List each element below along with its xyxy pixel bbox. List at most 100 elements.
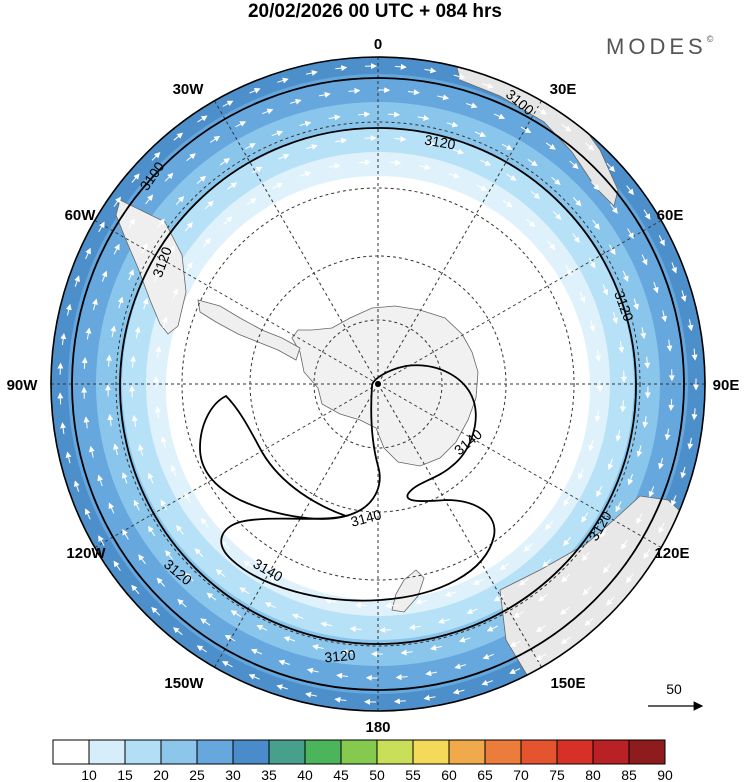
meridian-line [377,383,662,548]
wind-vector [595,349,602,362]
colorbar-tick-label: 50 [369,767,385,782]
wind-vector [612,312,618,324]
wind-vector [113,243,120,255]
colorbar-tick-label: 45 [333,767,349,782]
longitude-label: 120E [654,545,689,562]
wind-vector [530,190,541,199]
wind-vector [156,577,166,587]
wind-vector [249,87,261,94]
wind-vector [227,182,238,190]
wind-vector [107,414,114,426]
colorbar-swatch [556,739,594,765]
wind-vector [200,618,211,626]
reference-vector: 50 [648,681,704,711]
wind-vector [552,210,562,220]
wind-vector [572,233,580,244]
longitude-label: 90E [713,377,740,394]
wind-vector [652,281,659,294]
wind-vector [328,114,341,121]
wind-vector [167,245,175,256]
wind-vector [336,672,349,679]
wind-vector [419,164,431,170]
wind-vector [482,82,494,89]
wind-vector [452,688,465,695]
wind-vector [578,468,584,480]
wind-vector [106,354,112,367]
wind-vector [209,135,221,143]
wind-vector [615,429,622,442]
wind-vector [278,153,290,160]
wind-vector [535,625,547,633]
wind-vector [590,181,600,191]
colorbar-swatch [196,739,234,765]
wind-vector [606,596,615,606]
contour-label: 3120 [423,131,457,152]
wind-vector [220,540,230,550]
colorbar-swatch [520,739,558,765]
wind-vector [473,578,484,585]
wind-vector [65,303,72,316]
map-border [50,56,706,712]
wind-vector [219,158,231,166]
wind-vector [627,228,634,239]
wind-vector [535,653,547,661]
wind-vector [306,667,319,674]
wind-vector [196,645,207,653]
wind-vector [608,244,616,256]
wind-vector [538,593,549,602]
wind-vector [147,472,154,484]
wind-vector [680,466,687,479]
longitude-label: 0 [374,36,382,53]
wind-vector [502,199,513,208]
wind-vector [117,296,124,309]
colorbar-tick-label: 75 [549,767,565,782]
wind-vector [509,640,521,647]
wind-vector [354,602,367,609]
wind-vector [142,297,149,310]
wind-vector [113,443,119,456]
wind-vector [57,362,64,375]
wind-vector [108,502,115,514]
wind-vector [610,203,618,214]
wind-vector [248,674,260,680]
wind-vector [625,573,634,584]
wind-vector [417,114,430,121]
colorbar-swatch [628,739,666,765]
wind-vector [424,67,437,74]
colorbar-swatch [484,739,522,765]
wind-vector [589,320,596,332]
meridian-line [377,220,662,385]
brand-name: MODES [606,34,707,59]
wind-vector [658,235,665,247]
wind-vector [602,284,609,296]
wind-vector [687,437,694,450]
colorbar-tick-label: 60 [441,767,457,782]
wind-vector [680,290,687,302]
wind-vector [98,535,105,546]
new-zealand-landmass [391,569,425,613]
wind-vector [305,691,317,698]
wind-vector [177,599,187,608]
wind-vector [244,143,256,150]
meridian-line [214,383,379,668]
latitude-circle [115,121,641,647]
wind-vector [239,587,250,595]
wind-vector [446,121,459,128]
wind-vector [600,527,608,538]
wind-vector [518,578,529,586]
wind-vector [542,558,552,568]
wind-vector [627,473,634,486]
colorbar-tick-label: 85 [621,767,637,782]
wind-vector [113,196,121,207]
wind-vector [658,457,664,470]
wind-vector [385,602,398,609]
wind-vector [151,606,161,616]
wind-vector [161,316,168,329]
colorbar-swatch [592,739,630,765]
wind-vector [306,144,318,150]
wind-vector [185,261,193,273]
wind-vector [130,355,137,368]
wind-vector [101,270,108,282]
wind-vector [186,153,196,162]
colorbar-tick-label: 80 [585,767,601,782]
